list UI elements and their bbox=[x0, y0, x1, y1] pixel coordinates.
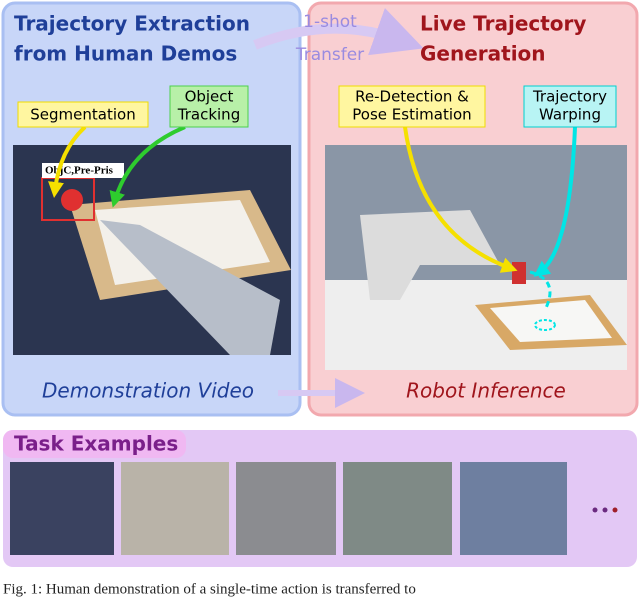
transfer-label: Transfer bbox=[295, 45, 364, 65]
label: Object bbox=[185, 88, 234, 106]
label: Tracking bbox=[177, 106, 240, 124]
caption: Fig. 1: Human demonstration of a single-… bbox=[3, 581, 416, 597]
bbox-label: ObjC,Pre-Pris bbox=[45, 165, 114, 177]
tray-inner bbox=[95, 200, 270, 285]
seg-arrow bbox=[48, 125, 87, 198]
dot bbox=[602, 507, 608, 513]
panel-footer: Robot Inference bbox=[406, 379, 566, 403]
panel-title: from Human Demos bbox=[14, 42, 237, 66]
example-thumb bbox=[10, 462, 114, 555]
panel-title: Live Trajectory bbox=[420, 12, 586, 36]
label: Warping bbox=[539, 106, 601, 124]
panel-title: Trajectory Extraction bbox=[14, 12, 250, 36]
label: Segmentation bbox=[30, 106, 135, 124]
dot bbox=[612, 507, 618, 513]
object bbox=[512, 262, 526, 284]
label: Pose Estimation bbox=[352, 106, 471, 124]
examples-tab bbox=[3, 430, 186, 458]
transfer-arrow bbox=[253, 8, 424, 56]
transfer-label: 1-shot bbox=[303, 12, 357, 32]
example-thumb bbox=[343, 462, 452, 555]
example-thumb bbox=[460, 462, 567, 555]
object bbox=[61, 189, 83, 211]
target bbox=[534, 319, 556, 331]
label-box bbox=[17, 101, 149, 128]
track-arrow bbox=[109, 125, 186, 208]
label: Re-Detection & bbox=[355, 88, 469, 106]
bbox-label-bg bbox=[42, 163, 124, 178]
warp-arrow bbox=[533, 126, 577, 277]
robot bbox=[360, 210, 500, 300]
examples-title: Task Examples bbox=[14, 432, 178, 456]
detect-arrow bbox=[403, 126, 518, 273]
example-thumb bbox=[121, 462, 229, 555]
label-box bbox=[523, 85, 617, 128]
arm bbox=[100, 220, 280, 355]
label: Trajectory bbox=[532, 88, 607, 106]
label-box bbox=[169, 85, 249, 128]
dot bbox=[592, 507, 598, 513]
panel-footer: Demonstration Video bbox=[42, 379, 254, 403]
trajectory bbox=[529, 270, 552, 311]
label-box bbox=[338, 85, 486, 128]
example-thumb bbox=[236, 462, 336, 555]
panel-title: Generation bbox=[420, 42, 546, 66]
